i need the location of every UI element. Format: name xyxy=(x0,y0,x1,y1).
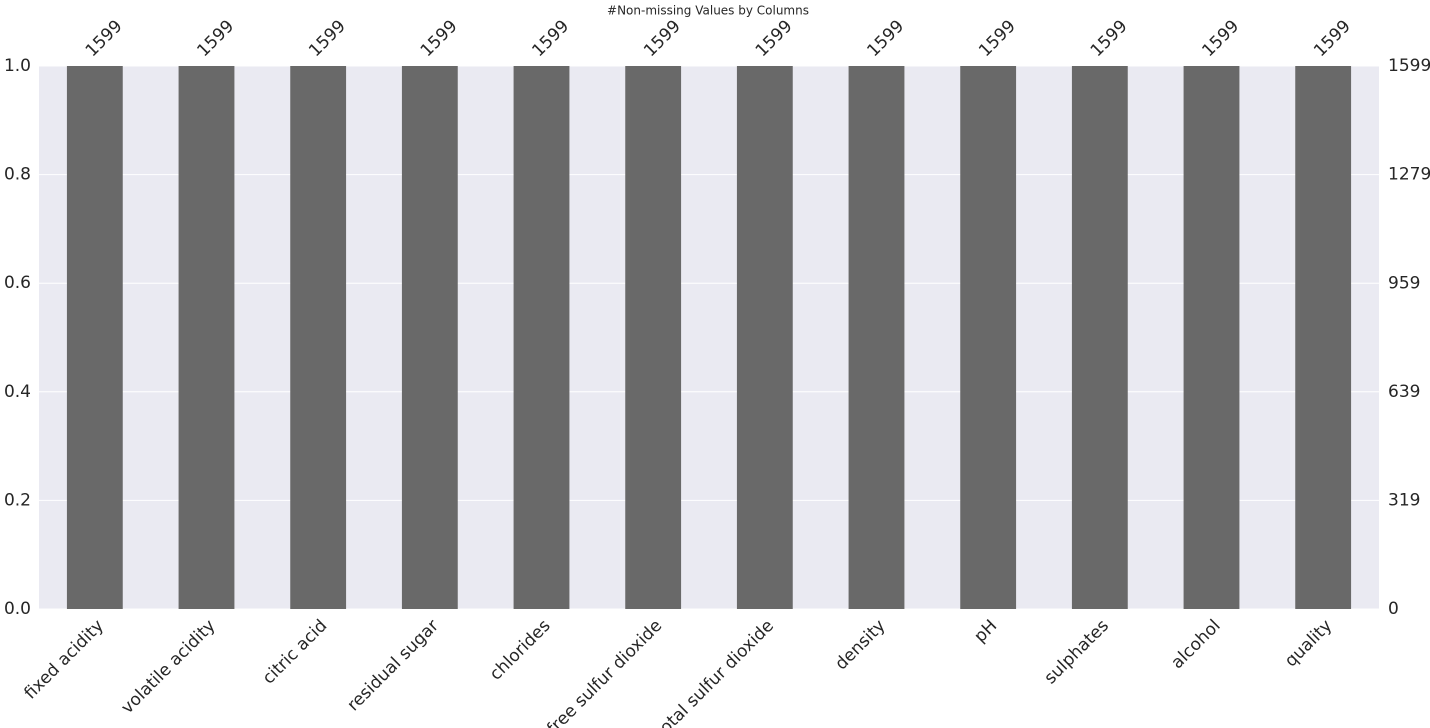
y2-tick-label: 1279 xyxy=(1388,165,1430,185)
value-label: 1599 xyxy=(193,16,238,61)
bar xyxy=(66,66,123,609)
x-tick-label: volatile acidity xyxy=(118,616,220,718)
x-tick-label: quality xyxy=(1281,616,1336,671)
x-tick-label: fixed acidity xyxy=(20,616,107,703)
x-tick-label: citric acid xyxy=(259,616,331,688)
value-label: 1599 xyxy=(1310,16,1355,61)
bar xyxy=(1183,66,1240,609)
y-tick-label: 1.0 xyxy=(4,56,31,76)
value-label: 1599 xyxy=(82,16,127,61)
value-label: 1599 xyxy=(528,16,573,61)
value-label: 1599 xyxy=(305,16,350,61)
y-tick-label: 0.0 xyxy=(4,599,31,619)
y-tick-label: 0.6 xyxy=(4,273,31,293)
bar xyxy=(1295,66,1352,609)
bar xyxy=(178,66,235,609)
value-label: 1599 xyxy=(752,16,797,61)
bar xyxy=(401,66,458,609)
value-label: 1599 xyxy=(1087,16,1132,61)
bar xyxy=(848,66,905,609)
y-tick-label: 0.2 xyxy=(4,490,31,510)
x-tick-label: total sulfur dioxide xyxy=(651,616,778,728)
y-tick-label: 0.4 xyxy=(4,382,31,402)
value-label: 1599 xyxy=(640,16,685,61)
value-label: 1599 xyxy=(1198,16,1243,61)
bar xyxy=(513,66,570,609)
bar xyxy=(290,66,347,609)
x-tick-label: chlorides xyxy=(486,616,555,685)
y2-tick-label: 1599 xyxy=(1388,56,1430,76)
x-tick-label: residual sugar xyxy=(343,616,442,715)
x-tick-label: pH xyxy=(970,616,1001,647)
x-tick-label: alcohol xyxy=(1167,616,1224,673)
value-label: 1599 xyxy=(975,16,1020,61)
value-label: 1599 xyxy=(417,16,462,61)
bar xyxy=(625,66,682,609)
bar xyxy=(960,66,1017,609)
bar xyxy=(1071,66,1128,609)
y2-tick-label: 639 xyxy=(1388,382,1420,402)
x-tick-label: density xyxy=(831,616,889,674)
x-tick-label: free sulfur dioxide xyxy=(543,616,666,728)
plot-background xyxy=(39,66,1379,609)
bar xyxy=(736,66,793,609)
x-tick-label: sulphates xyxy=(1041,616,1113,688)
chart-title: #Non-missing Values by Columns xyxy=(607,4,809,18)
value-label: 1599 xyxy=(863,16,908,61)
y2-tick-label: 0 xyxy=(1388,599,1399,619)
y2-tick-label: 959 xyxy=(1388,273,1420,293)
y2-tick-label: 319 xyxy=(1388,491,1420,511)
y-tick-label: 0.8 xyxy=(4,165,31,185)
